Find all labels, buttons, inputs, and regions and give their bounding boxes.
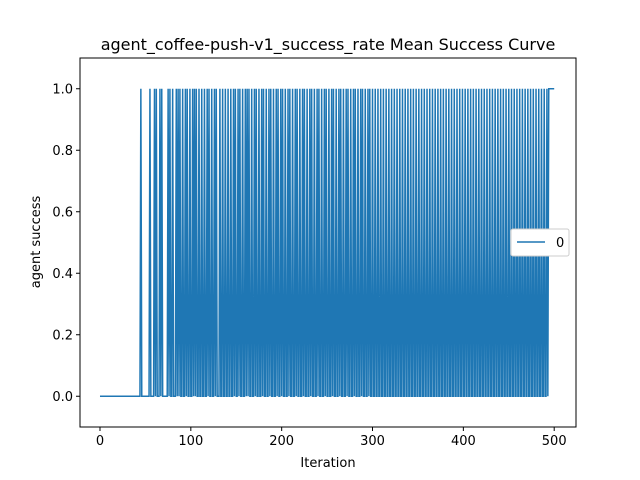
y-tick-label: 0.4: [52, 267, 73, 282]
chart-title: agent_coffee-push-v1_success_rate Mean S…: [101, 35, 556, 55]
y-tick-label: 0.6: [52, 205, 73, 220]
y-tick-label: 1.0: [52, 82, 73, 97]
series-group: [99, 88, 555, 397]
x-axis-label: Iteration: [300, 456, 355, 471]
x-tick-label: 300: [360, 434, 385, 449]
legend-entry-label: 0: [556, 236, 564, 251]
y-tick-label: 0.2: [52, 328, 73, 343]
y-tick-label: 0.0: [52, 390, 73, 405]
x-tick-label: 0: [96, 434, 104, 449]
x-tick-label: 200: [269, 434, 294, 449]
x-axis: 0 100 200 300 400 500: [96, 427, 567, 449]
y-tick-label: 0.8: [52, 144, 73, 159]
series-line-0: [99, 88, 555, 397]
x-tick-label: 400: [451, 434, 476, 449]
y-axis: 0.0 0.2 0.4 0.6 0.8 1.0: [52, 82, 80, 405]
plot-frame: [79, 57, 577, 428]
legend: 0: [510, 228, 570, 257]
y-axis-label: agent success: [29, 196, 44, 289]
x-tick-label: 500: [542, 434, 567, 449]
plot-area: [79, 57, 577, 428]
x-tick-label: 100: [178, 434, 203, 449]
